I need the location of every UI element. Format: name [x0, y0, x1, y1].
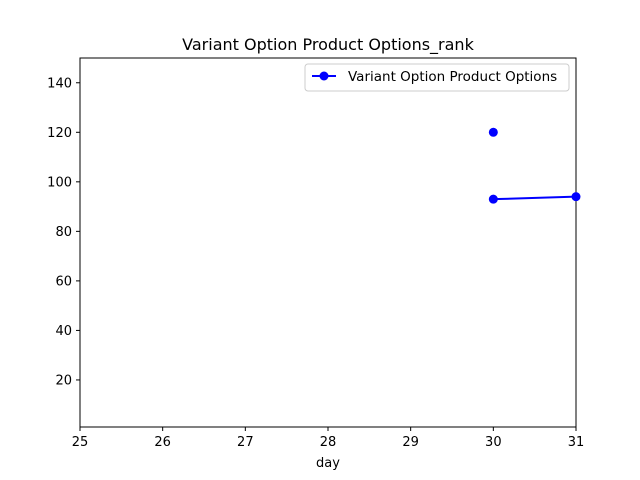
x-tick-label: 26 — [154, 435, 171, 450]
x-tick-label: 27 — [237, 435, 254, 450]
y-tick-label: 40 — [55, 324, 72, 339]
series-line-segment — [493, 195, 577, 201]
y-tick-label: 140 — [47, 76, 72, 91]
y-tick-label: 100 — [47, 175, 72, 190]
y-tick-label: 60 — [55, 274, 72, 289]
data-point — [571, 192, 581, 202]
data-point — [488, 194, 498, 204]
x-tick-label: 29 — [402, 435, 419, 450]
x-tick-label: 28 — [320, 435, 337, 450]
legend-label: Variant Option Product Options — [348, 69, 557, 85]
series-layer — [488, 127, 581, 204]
y-tick-label: 120 — [47, 126, 72, 141]
legend: Variant Option Product Options — [304, 63, 570, 92]
x-axis: 25 26 27 28 29 30 31 — [72, 427, 585, 450]
x-tick-label: 30 — [485, 435, 502, 450]
chart-title: Variant Option Product Options_rank — [182, 35, 474, 55]
data-point — [488, 127, 498, 137]
x-tick-label: 25 — [72, 435, 89, 450]
y-axis: 20 40 60 80 100 120 140 — [47, 76, 80, 388]
x-axis-label: day — [316, 456, 340, 471]
y-tick-label: 20 — [55, 373, 72, 388]
y-tick-label: 80 — [55, 225, 72, 240]
x-tick-label: 31 — [568, 435, 585, 450]
legend-box — [304, 63, 570, 92]
legend-marker-swatch — [319, 71, 329, 81]
